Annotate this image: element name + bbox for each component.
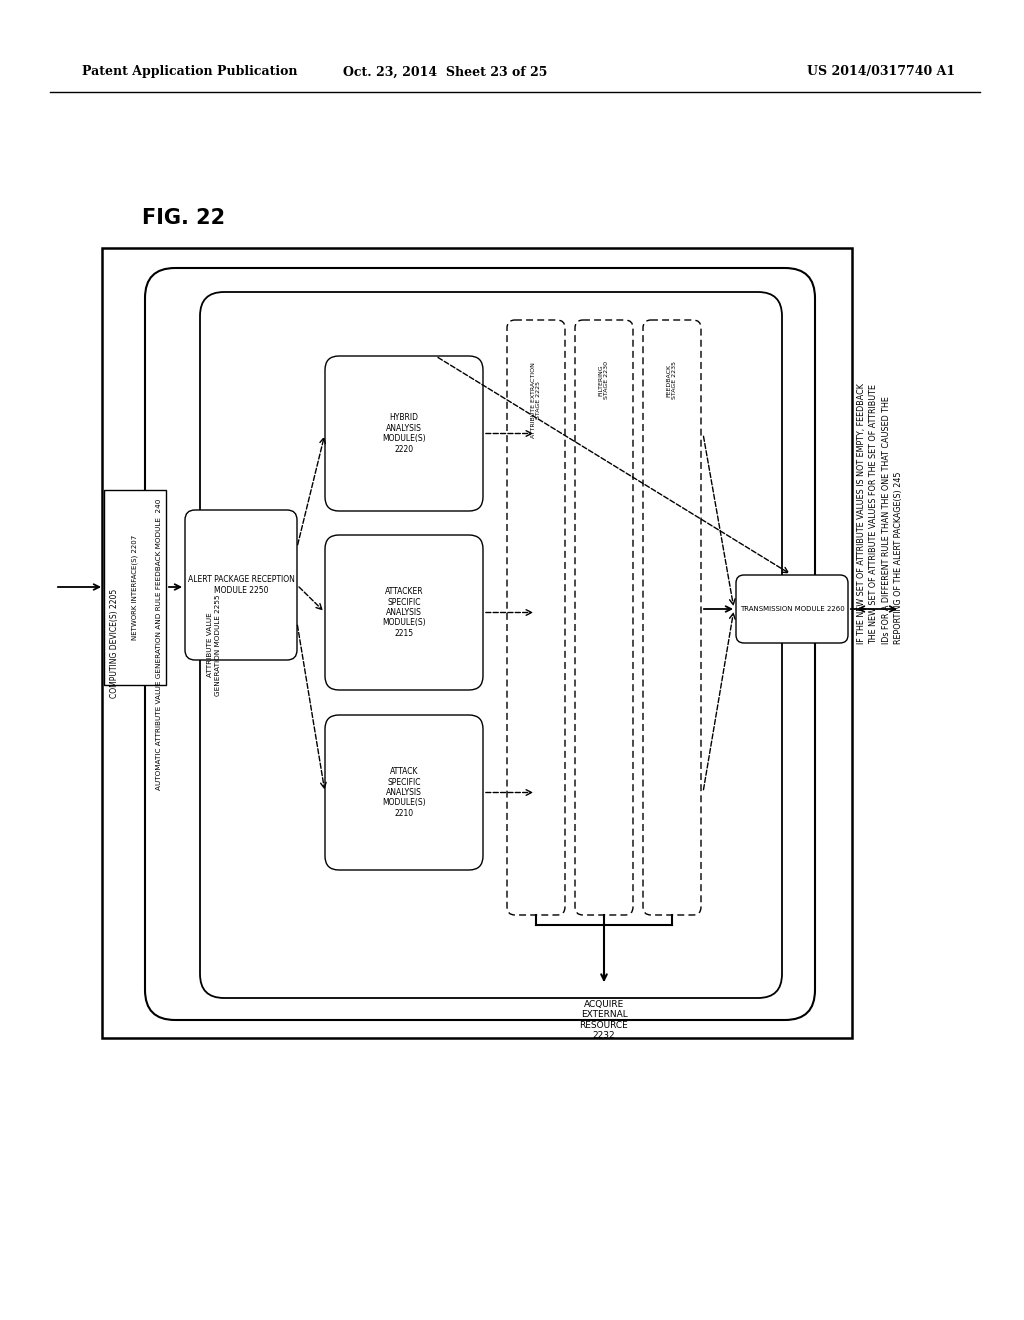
Text: HYBRID
ANALYSIS
MODULE(S)
2220: HYBRID ANALYSIS MODULE(S) 2220 xyxy=(382,413,426,454)
FancyBboxPatch shape xyxy=(507,319,565,915)
Text: ATTACK
SPECIFIC
ANALYSIS
MODULE(S)
2210: ATTACK SPECIFIC ANALYSIS MODULE(S) 2210 xyxy=(382,767,426,818)
Text: COMPUTING DEVICE(S) 2205: COMPUTING DEVICE(S) 2205 xyxy=(111,589,120,698)
Text: IF THE NEW SET OF ATTRIBUTE VALUES IS NOT EMPTY, FEEDBACK
THE NEW SET OF ATTRIBU: IF THE NEW SET OF ATTRIBUTE VALUES IS NO… xyxy=(857,383,903,644)
FancyBboxPatch shape xyxy=(736,576,848,643)
Text: ATTRIBUTE VALUE
GENERATION MODULE 2255: ATTRIBUTE VALUE GENERATION MODULE 2255 xyxy=(208,594,220,696)
Text: Oct. 23, 2014  Sheet 23 of 25: Oct. 23, 2014 Sheet 23 of 25 xyxy=(343,66,547,78)
Bar xyxy=(102,248,852,1038)
FancyBboxPatch shape xyxy=(325,535,483,690)
FancyBboxPatch shape xyxy=(325,715,483,870)
FancyBboxPatch shape xyxy=(185,510,297,660)
Text: FIG. 22: FIG. 22 xyxy=(142,209,225,228)
Text: FEEDBACK
STAGE 2235: FEEDBACK STAGE 2235 xyxy=(667,360,678,399)
Text: ACQUIRE
EXTERNAL
RESOURCE
2232: ACQUIRE EXTERNAL RESOURCE 2232 xyxy=(580,1001,629,1040)
Text: US 2014/0317740 A1: US 2014/0317740 A1 xyxy=(807,66,955,78)
Text: ALERT PACKAGE RECEPTION
MODULE 2250: ALERT PACKAGE RECEPTION MODULE 2250 xyxy=(187,576,295,595)
Text: NETWORK INTERFACE(S) 2207: NETWORK INTERFACE(S) 2207 xyxy=(132,535,138,640)
FancyBboxPatch shape xyxy=(575,319,633,915)
Text: TRANSMISSION MODULE 2260: TRANSMISSION MODULE 2260 xyxy=(739,606,845,612)
Text: ATTACKER
SPECIFIC
ANALYSIS
MODULE(S)
2215: ATTACKER SPECIFIC ANALYSIS MODULE(S) 221… xyxy=(382,587,426,638)
FancyBboxPatch shape xyxy=(325,356,483,511)
FancyBboxPatch shape xyxy=(145,268,815,1020)
FancyBboxPatch shape xyxy=(200,292,782,998)
Text: FILTERING
STAGE 2230: FILTERING STAGE 2230 xyxy=(599,360,609,399)
Bar xyxy=(104,490,166,685)
FancyBboxPatch shape xyxy=(643,319,701,915)
Text: AUTOMATIC ATTRIBUTE VALUE GENERATION AND RULE FEEDBACK MODULE  240: AUTOMATIC ATTRIBUTE VALUE GENERATION AND… xyxy=(156,499,162,789)
Text: Patent Application Publication: Patent Application Publication xyxy=(82,66,298,78)
Text: ATTRIBUTE EXTRACTION
STAGE 2225: ATTRIBUTE EXTRACTION STAGE 2225 xyxy=(530,362,542,438)
